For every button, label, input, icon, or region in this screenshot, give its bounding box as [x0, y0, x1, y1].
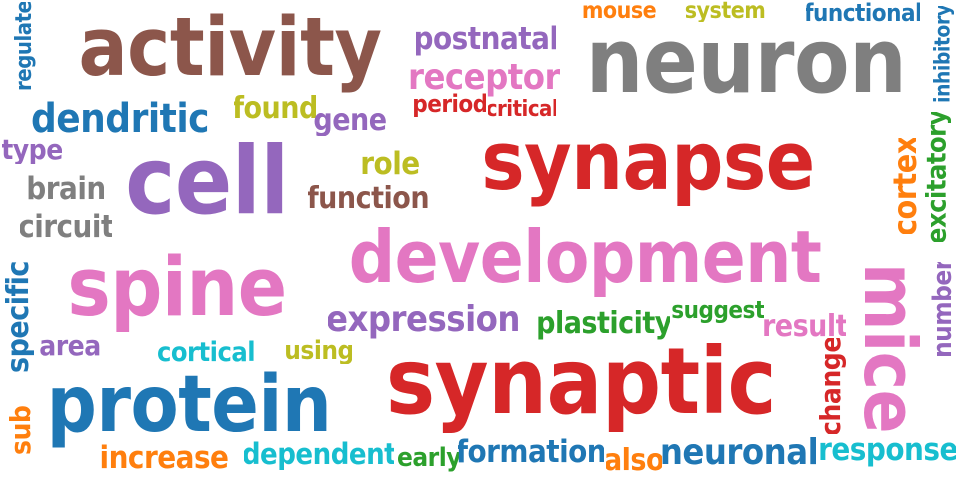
word-period: period: [414, 90, 486, 118]
word-critical: critical: [488, 98, 556, 122]
word-specific: specific: [4, 261, 34, 373]
word-type: type: [2, 136, 62, 164]
word-plasticity: plasticity: [538, 306, 670, 341]
word-postnatal: postnatal: [416, 20, 556, 57]
word-sub: sub: [6, 405, 36, 455]
word-neuronal: neuronal: [660, 432, 818, 473]
word-excitatory: excitatory: [922, 112, 952, 242]
word-mouse: mouse: [581, 0, 657, 22]
word-number: number: [928, 262, 958, 356]
word-formation: formation: [458, 434, 604, 470]
word-early: early: [398, 444, 460, 472]
word-regulate: regulate: [12, 2, 37, 90]
word-mice: mice: [850, 262, 930, 434]
word-inhibitory: inhibitory: [930, 6, 955, 102]
word-role: role: [360, 148, 420, 180]
word-system: system: [684, 0, 766, 22]
word-synapse: synapse: [481, 116, 815, 208]
word-suggest: suggest: [672, 296, 764, 324]
word-using: using: [286, 338, 352, 364]
word-synaptic: synaptic: [385, 330, 777, 434]
word-spine: spine: [67, 242, 287, 334]
word-increase: increase: [100, 440, 228, 476]
word-result: result: [764, 310, 846, 344]
word-dependent: dependent: [244, 436, 394, 471]
word-dendritic: dendritic: [31, 98, 210, 140]
word-receptor: receptor: [408, 58, 560, 98]
word-cortical: cortical: [158, 338, 254, 366]
word-change: change: [814, 338, 847, 434]
word-found: found: [234, 94, 316, 124]
word-development: development: [348, 216, 822, 298]
word-functional: functional: [806, 0, 920, 26]
word-cell: cell: [125, 130, 289, 234]
word-expression: expression: [328, 300, 518, 340]
word-function: function: [308, 182, 428, 216]
word-also: also: [606, 446, 662, 476]
word-area: area: [40, 332, 100, 360]
word-response: response: [820, 432, 956, 468]
word-neuron: neuron: [585, 12, 907, 112]
word-cortex: cortex: [888, 138, 922, 234]
word-protein: protein: [46, 360, 332, 450]
word-gene: gene: [314, 106, 386, 136]
word-circuit: circuit: [20, 210, 112, 244]
word-brain: brain: [28, 172, 104, 206]
word-activity: activity: [78, 2, 382, 94]
